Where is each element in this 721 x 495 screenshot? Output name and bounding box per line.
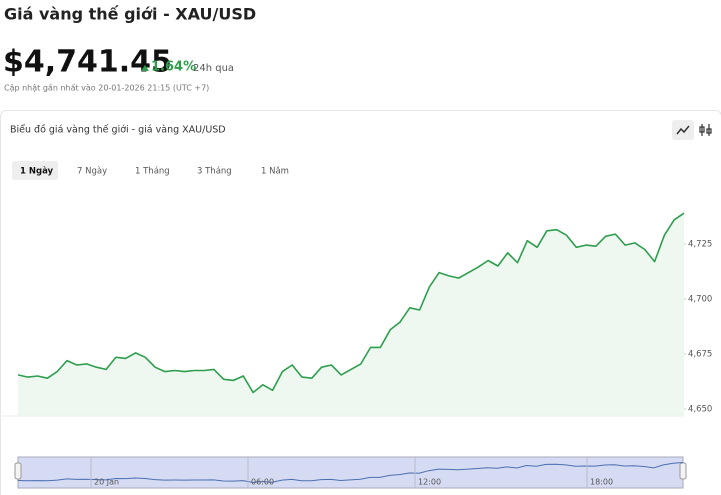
tab[interactable]: 1 Ngày	[20, 167, 54, 177]
tab[interactable]: 1 Năm	[261, 167, 289, 177]
y-tick-label: 4,675	[688, 350, 712, 360]
updated: Cập nhật gần nhất vào 20-01-2026 21:15 (…	[4, 83, 209, 94]
navigator-handle[interactable]	[679, 462, 687, 480]
page-title: Giá vàng thế giới - XAU/USD	[4, 5, 256, 24]
navigator-line	[17, 462, 684, 483]
y-tick-label: 4,650	[688, 405, 712, 415]
candle-view-button[interactable]	[699, 124, 712, 136]
change: 1.64%	[151, 60, 196, 75]
chart-title: Biểu đồ giá vàng thế giới - giá vàng XAU…	[10, 125, 226, 136]
tab[interactable]: 7 Ngày	[77, 167, 107, 177]
navigator-handle[interactable]	[14, 462, 22, 480]
line-icon	[676, 125, 690, 135]
tab[interactable]: 1 Tháng	[135, 167, 170, 177]
period: 24h qua	[193, 63, 234, 74]
price-line	[17, 212, 685, 394]
y-tick-label: 4,700	[688, 295, 712, 305]
navigator-label: 06:00	[251, 478, 274, 487]
navigator-label: 20 Jan	[94, 478, 119, 487]
navigator-label: 12:00	[418, 478, 441, 487]
y-tick-label: 4,725	[688, 240, 712, 250]
price: $4,741.45	[3, 45, 172, 80]
tab-active-bg	[12, 161, 58, 180]
navigator-label: 18:00	[590, 478, 613, 487]
up-arrow	[141, 65, 149, 71]
tab[interactable]: 3 Tháng	[197, 167, 232, 177]
area-fill	[18, 213, 684, 416]
